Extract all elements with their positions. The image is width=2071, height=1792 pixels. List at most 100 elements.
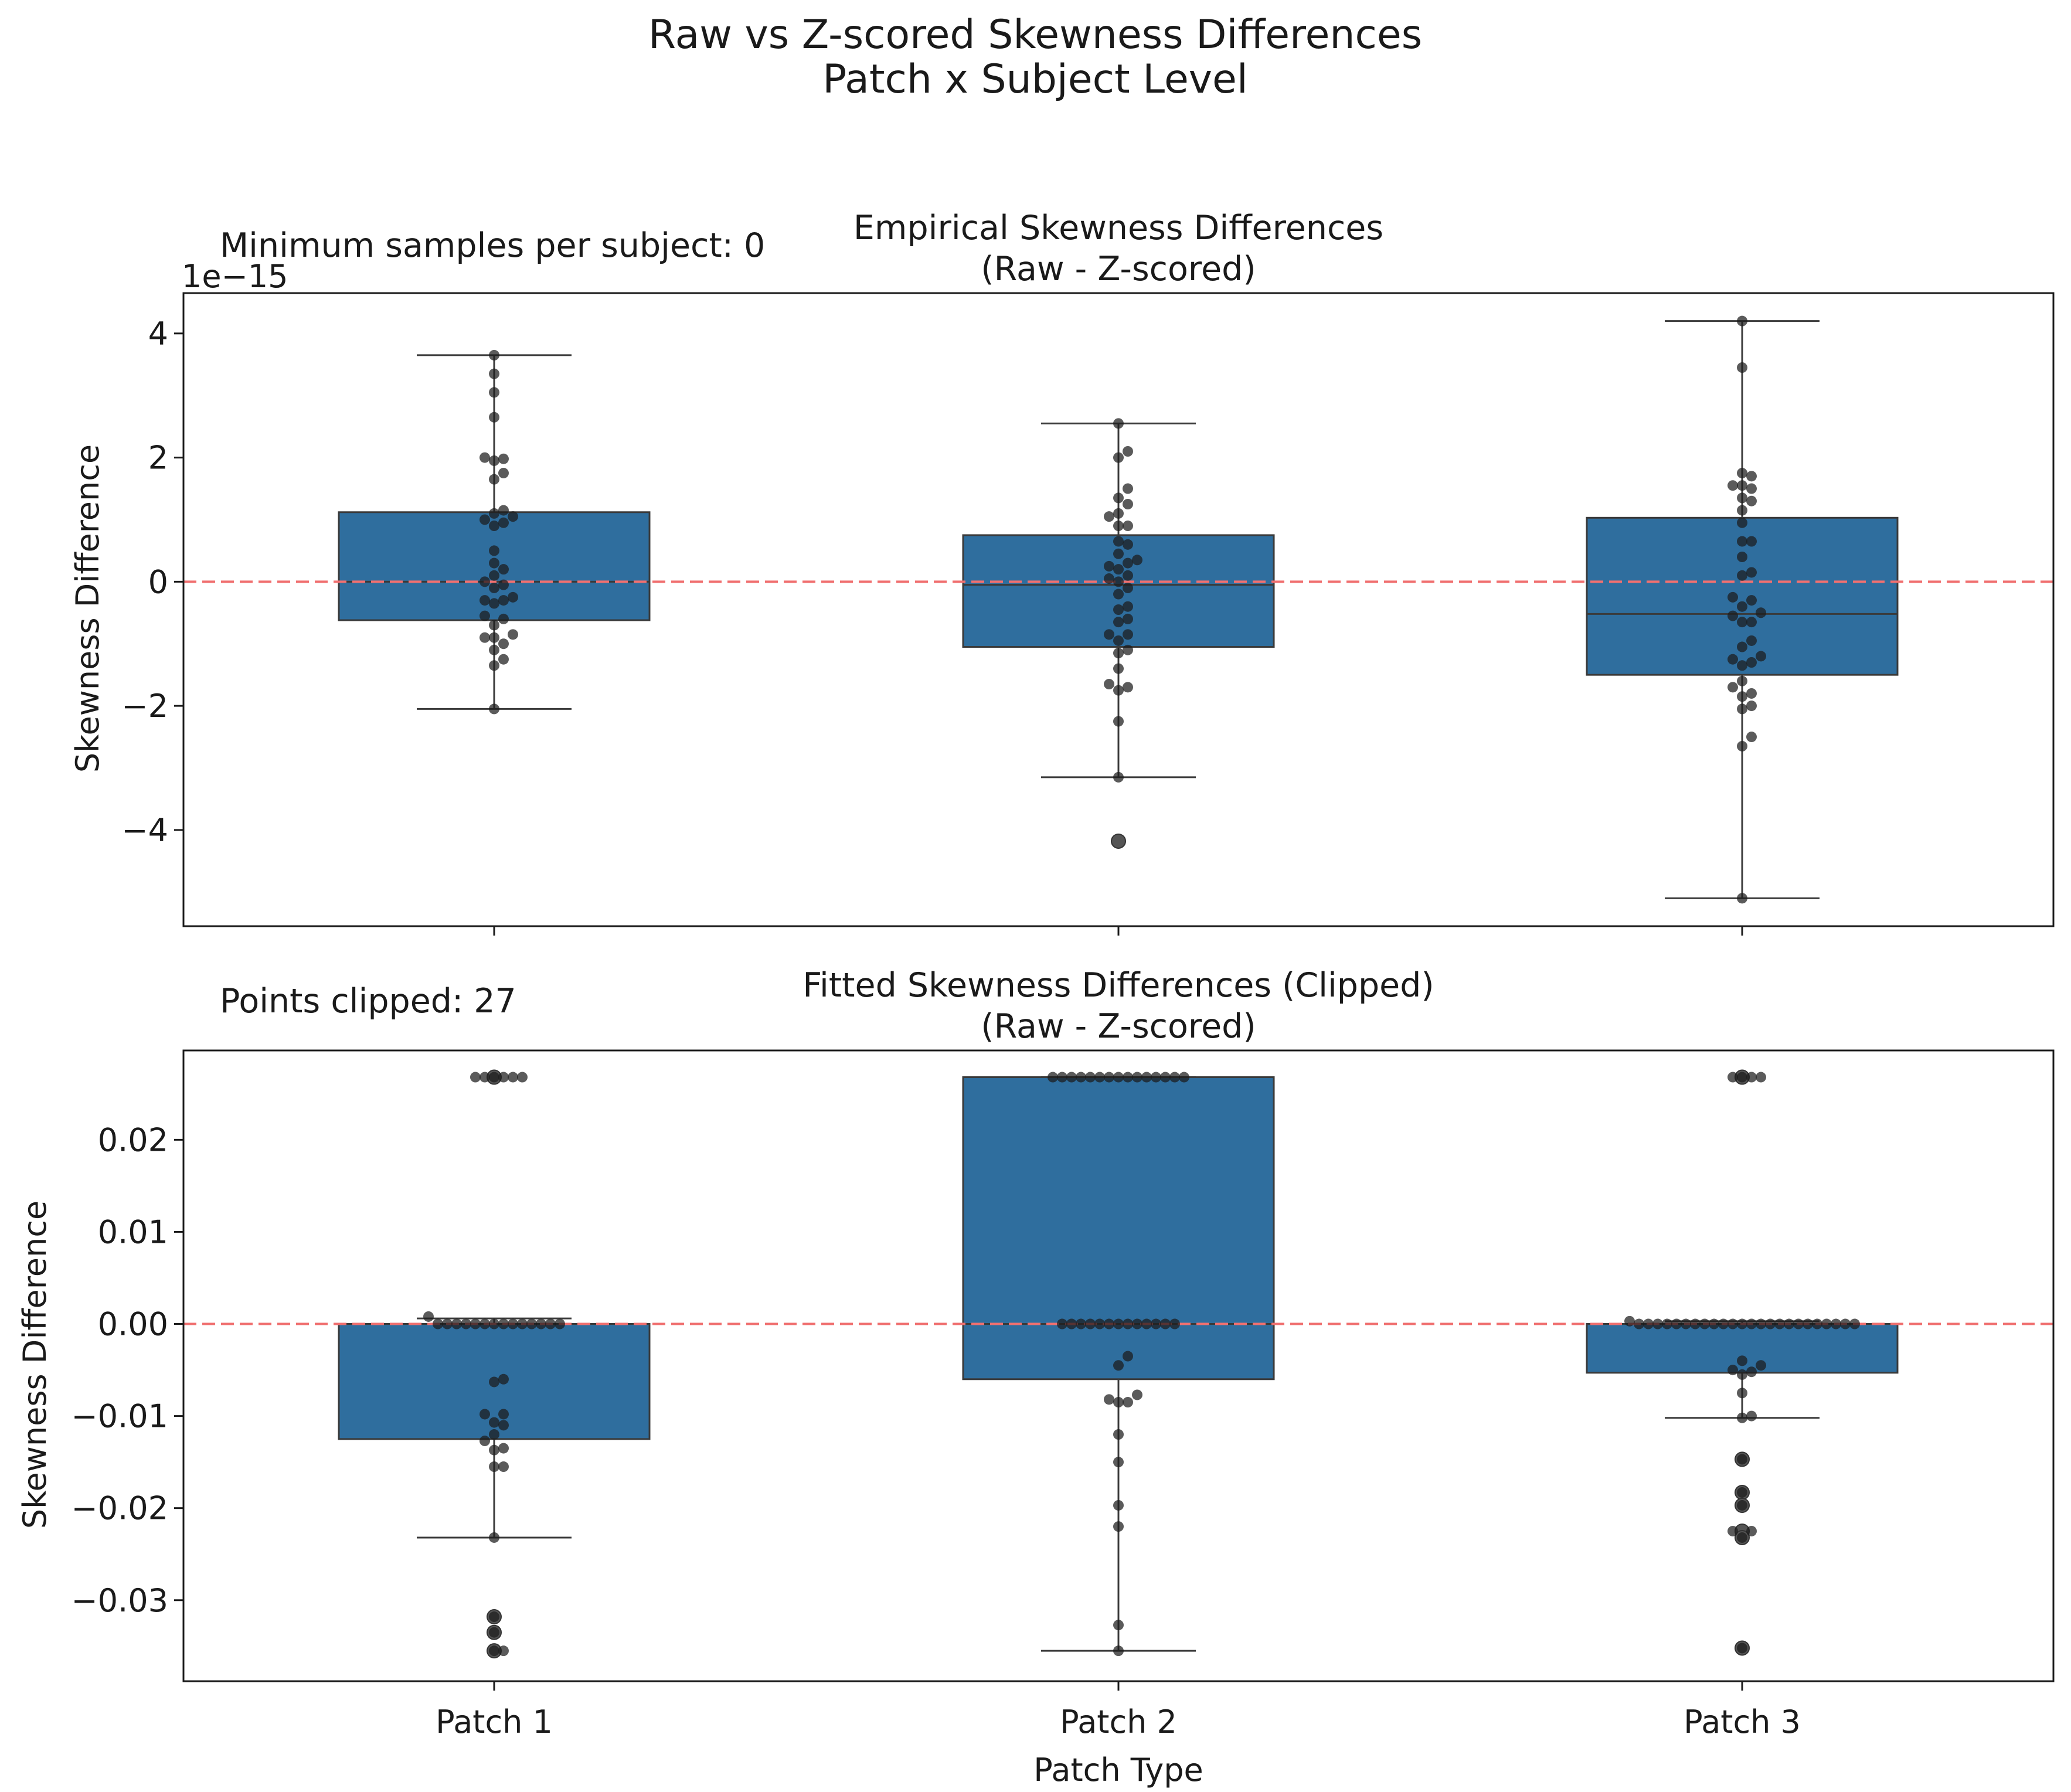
fitted-point-patch-3 [1746, 1366, 1757, 1378]
empirical-point-patch-3 [1746, 483, 1757, 494]
empirical-point-patch-2 [1113, 589, 1124, 600]
empirical-point-patch-1 [489, 412, 499, 423]
empirical-point-patch-1 [489, 582, 499, 593]
fitted-point-patch-2 [1113, 1521, 1124, 1532]
fitted-point-patch-3 [1727, 1318, 1738, 1329]
empirical-y-axis-label: Skewness Difference [69, 444, 106, 773]
empirical-point-patch-2 [1113, 492, 1124, 504]
empirical-point-patch-1 [489, 598, 499, 609]
empirical-point-patch-2 [1113, 771, 1124, 783]
fitted-point-patch-3 [1821, 1318, 1832, 1329]
empirical-point-patch-2 [1123, 499, 1133, 509]
empirical-point-patch-3 [1737, 740, 1747, 752]
empirical-point-patch-1 [498, 517, 509, 528]
fitted-point-patch-2 [1123, 1318, 1133, 1329]
fitted-point-patch-3 [1831, 1318, 1841, 1329]
empirical-point-patch-2 [1104, 560, 1114, 572]
fitted-point-patch-2 [1141, 1072, 1152, 1083]
fitted-point-patch-3 [1774, 1318, 1785, 1329]
empirical-point-patch-2 [1113, 663, 1124, 674]
fitted-point-patch-3 [1737, 1072, 1747, 1083]
fitted-point-patch-2 [1113, 1457, 1124, 1468]
empirical-point-patch-1 [489, 521, 499, 532]
empirical-point-patch-2 [1123, 446, 1133, 457]
x-tick-label-1: Patch 1 [436, 1703, 553, 1740]
empirical-point-patch-3 [1737, 480, 1747, 491]
fitted-point-patch-2 [1085, 1318, 1096, 1329]
fitted-point-patch-3 [1756, 1072, 1766, 1083]
fitted-point-patch-3 [1737, 1643, 1747, 1654]
fitted-point-patch-1 [517, 1318, 528, 1329]
y-offset-label: 1e−15 [182, 258, 288, 295]
empirical-point-patch-2 [1123, 582, 1133, 593]
fitted-point-patch-2 [1057, 1072, 1067, 1083]
fitted-point-patch-3 [1746, 1072, 1757, 1083]
fitted-point-patch-1 [498, 1645, 509, 1657]
fitted-point-patch-2 [1151, 1072, 1161, 1083]
empirical-point-patch-3 [1756, 607, 1766, 618]
empirical-point-patch-1 [489, 660, 499, 671]
empirical-point-patch-3 [1737, 675, 1747, 686]
figure-title-line-2: Patch x Subject Level [822, 56, 1248, 103]
empirical-point-patch-3 [1737, 492, 1747, 504]
fitted-point-patch-3 [1727, 1525, 1738, 1536]
empirical-point-patch-1 [489, 644, 499, 655]
fitted-point-patch-3 [1690, 1318, 1701, 1329]
empirical-point-patch-2 [1113, 548, 1124, 559]
min-samples-annotation: Minimum samples per subject: 0 [220, 226, 765, 265]
empirical-point-patch-2 [1113, 418, 1124, 429]
empirical-point-patch-2 [1123, 644, 1133, 655]
empirical-y-tick-label: 0 [148, 563, 168, 600]
fitted-point-patch-1 [517, 1072, 528, 1083]
empirical-point-patch-1 [489, 557, 499, 569]
box-empirical-patch-2-outlier [1111, 833, 1126, 849]
empirical-panel: Empirical Skewness Differences (Raw - Z-… [69, 209, 2055, 936]
fitted-point-patch-3 [1737, 1355, 1747, 1366]
fitted-point-patch-1 [423, 1311, 434, 1322]
empirical-point-patch-3 [1756, 651, 1766, 662]
empirical-point-patch-2 [1123, 601, 1133, 612]
fitted-axes-frame [182, 1049, 2055, 1682]
empirical-point-patch-2 [1113, 452, 1124, 463]
empirical-point-patch-2 [1123, 557, 1133, 569]
empirical-point-patch-2 [1104, 679, 1114, 690]
empirical-point-patch-1 [489, 632, 499, 643]
fitted-point-patch-1 [498, 1443, 509, 1454]
fitted-point-patch-2 [1123, 1072, 1133, 1083]
fitted-y-tick-label: −0.03 [72, 1582, 168, 1619]
empirical-point-patch-3 [1727, 610, 1738, 621]
fitted-point-patch-3 [1709, 1318, 1719, 1329]
fitted-point-patch-1 [489, 1532, 499, 1543]
x-tick-label-3: Patch 3 [1684, 1703, 1801, 1740]
fitted-point-patch-2 [1169, 1072, 1180, 1083]
empirical-point-patch-2 [1113, 536, 1124, 547]
fitted-point-patch-3 [1765, 1318, 1776, 1329]
fitted-point-patch-1 [489, 1318, 499, 1329]
empirical-point-patch-2 [1123, 613, 1133, 624]
empirical-point-patch-1 [498, 468, 509, 479]
empirical-point-patch-3 [1737, 505, 1747, 516]
empirical-point-patch-3 [1737, 517, 1747, 528]
empirical-point-patch-2 [1104, 511, 1114, 522]
fitted-point-patch-1 [498, 1409, 509, 1420]
empirical-point-patch-1 [498, 505, 509, 516]
fitted-point-patch-1 [433, 1318, 443, 1329]
fitted-point-patch-2 [1113, 1360, 1124, 1371]
fitted-y-tick-label: −0.01 [72, 1398, 168, 1435]
empirical-point-patch-1 [480, 452, 490, 463]
empirical-point-patch-2 [1123, 483, 1133, 494]
fitted-point-patch-2 [1132, 1072, 1142, 1083]
empirical-point-patch-1 [498, 579, 509, 590]
fitted-point-patch-3 [1699, 1318, 1710, 1329]
fitted-point-patch-1 [489, 1429, 499, 1440]
fitted-point-patch-3 [1784, 1318, 1794, 1329]
fitted-point-patch-2 [1113, 1620, 1124, 1631]
empirical-point-patch-2 [1113, 521, 1124, 532]
fitted-point-patch-2 [1113, 1645, 1124, 1657]
fitted-point-patch-2 [1141, 1318, 1152, 1329]
fitted-point-patch-2 [1132, 1318, 1142, 1329]
fitted-point-patch-3 [1746, 1525, 1757, 1536]
empirical-point-patch-2 [1113, 564, 1124, 575]
empirical-point-patch-1 [489, 387, 499, 398]
fitted-point-patch-3 [1737, 1412, 1747, 1423]
